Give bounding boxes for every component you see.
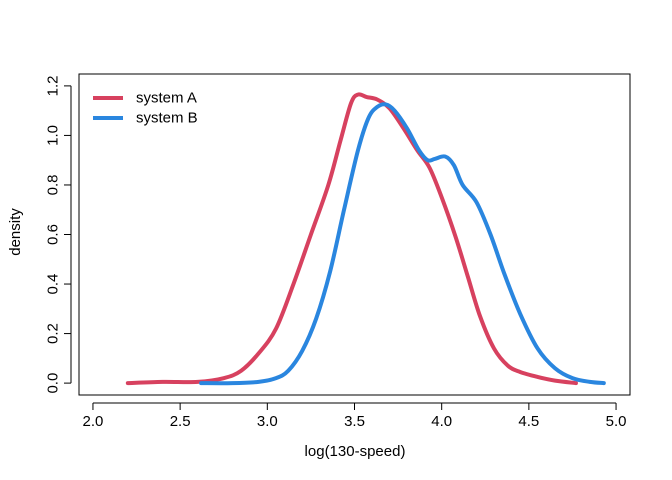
series-line-system-a [125, 92, 578, 386]
legend: system A system B [93, 90, 198, 127]
y-axis: 0.0 0.2 0.4 0.6 0.8 1.0 1.2 [45, 75, 72, 394]
series-line-system-b [199, 102, 606, 386]
y-tick-label: 1.0 [45, 125, 62, 146]
y-tick-label: 1.2 [45, 75, 62, 96]
x-tick-label: 2.0 [83, 413, 104, 430]
plot-box [78, 73, 631, 396]
series-layer [125, 92, 606, 386]
x-tick-label: 2.5 [170, 413, 191, 430]
x-axis: 2.0 2.5 3.0 3.5 4.0 4.5 5.0 [83, 402, 627, 430]
y-tick-label: 0.6 [45, 224, 62, 245]
x-tick-label: 4.5 [518, 413, 539, 430]
x-tick-label: 5.0 [606, 413, 627, 430]
legend-label-system-a: system A [136, 90, 197, 107]
x-tick-label: 4.0 [431, 413, 452, 430]
x-axis-title: log(130-speed) [305, 443, 406, 460]
y-tick-label: 0.2 [45, 323, 62, 344]
y-tick-label: 0.8 [45, 175, 62, 196]
x-tick-label: 3.5 [344, 413, 365, 430]
y-tick-label: 0.4 [45, 274, 62, 295]
x-tick-label: 3.0 [257, 413, 278, 430]
y-axis-title: density [7, 208, 24, 256]
y-tick-label: 0.0 [45, 373, 62, 394]
legend-label-system-b: system B [136, 110, 198, 127]
